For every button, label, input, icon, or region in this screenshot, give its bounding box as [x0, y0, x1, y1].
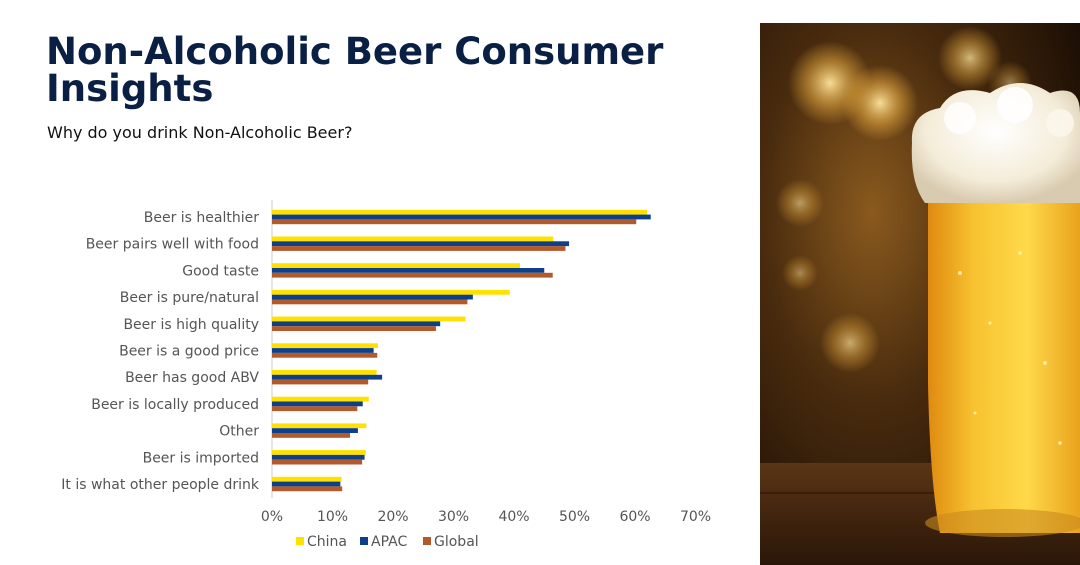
bar-apac-10 — [272, 454, 365, 460]
bar-china-1 — [272, 209, 648, 215]
bar-apac-9 — [272, 428, 358, 433]
bar-china-5 — [272, 316, 466, 322]
chart-subtitle: Why do you drink Non-Alcoholic Beer? — [47, 123, 353, 142]
bar-apac-3 — [272, 268, 545, 273]
legend-label-china: China — [307, 534, 347, 550]
bar-global-8 — [272, 406, 358, 412]
bar-china-11 — [272, 476, 342, 482]
x-tick-label: 50% — [559, 509, 590, 525]
bar-apac-1 — [272, 214, 651, 220]
bar-global-4 — [272, 299, 468, 305]
legend-label-global: Global — [434, 534, 479, 550]
bar-global-1 — [272, 219, 637, 225]
bar-chart: Beer is healthier Beer pairs well with fo… — [61, 200, 711, 550]
x-tick-label: 30% — [438, 509, 469, 525]
x-tick-label: 40% — [498, 509, 529, 525]
legend-swatch-china — [296, 537, 304, 545]
legend-swatch-global — [423, 537, 431, 545]
category-label: Beer is pure/natural — [120, 290, 259, 306]
category-label: Other — [219, 424, 259, 440]
x-tick-label: 60% — [619, 509, 650, 525]
category-label: Beer is high quality — [123, 317, 259, 333]
category-label: Good taste — [182, 263, 259, 279]
bar-global-7 — [272, 379, 369, 385]
category-label: It is what other people drink — [61, 477, 260, 493]
bar-china-10 — [272, 450, 366, 455]
bar-apac-5 — [272, 321, 441, 327]
category-label: Beer is healthier — [144, 210, 259, 226]
bar-apac-2 — [272, 241, 570, 247]
bar-china-8 — [272, 396, 369, 402]
bar-apac-11 — [272, 481, 341, 487]
bar-global-11 — [272, 486, 343, 492]
x-tick-label: 70% — [680, 509, 711, 525]
bar-china-4 — [272, 289, 510, 295]
bar-apac-4 — [272, 294, 473, 300]
bar-global-10 — [272, 459, 363, 465]
bar-china-6 — [272, 343, 378, 349]
bar-global-2 — [272, 246, 566, 251]
page-title: Non-Alcoholic Beer Consumer Insights — [46, 30, 664, 110]
category-label: Beer pairs well with food — [86, 237, 259, 253]
x-tick-label: 0% — [261, 509, 283, 525]
bar-global-5 — [272, 326, 436, 331]
bar-china-2 — [272, 236, 554, 242]
bar-global-9 — [272, 433, 351, 438]
beer-glass-image — [760, 23, 1080, 565]
bar-china-7 — [272, 370, 377, 375]
x-tick-label: 20% — [377, 509, 408, 525]
category-label: Beer is imported — [143, 450, 259, 466]
bar-apac-6 — [272, 348, 374, 353]
legend-label-apac: APAC — [371, 534, 407, 550]
bar-apac-8 — [272, 401, 363, 407]
bar-global-3 — [272, 272, 553, 278]
category-label: Beer is locally produced — [91, 397, 259, 413]
x-tick-label: 10% — [317, 509, 348, 525]
category-label: Beer has good ABV — [125, 370, 259, 386]
bar-global-6 — [272, 352, 378, 358]
bar-apac-7 — [272, 374, 383, 380]
category-label: Beer is a good price — [119, 344, 259, 360]
legend-swatch-apac — [360, 537, 368, 545]
bar-china-9 — [272, 423, 367, 429]
bar-china-3 — [272, 263, 521, 268]
